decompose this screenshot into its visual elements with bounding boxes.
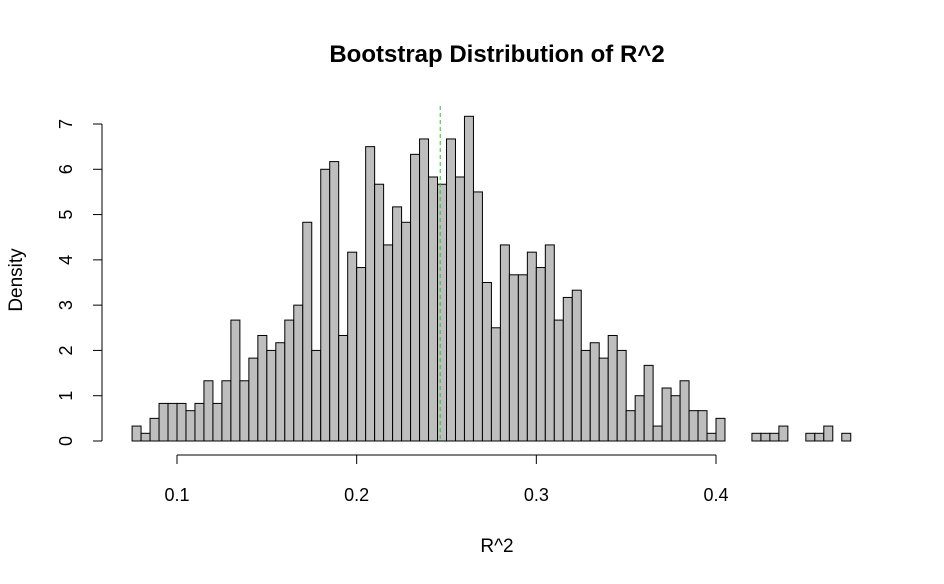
histogram-bar bbox=[571, 289, 582, 442]
histogram-bar bbox=[446, 138, 456, 442]
histogram-bar bbox=[158, 402, 169, 442]
y-axis: 0 1 2 3 4 5 6 7 bbox=[56, 119, 103, 446]
x-tick-label: 0.3 bbox=[524, 485, 549, 505]
histogram-bars bbox=[131, 115, 852, 442]
histogram-bar bbox=[805, 432, 816, 442]
y-tick-label: 0 bbox=[56, 436, 76, 446]
histogram-bar bbox=[320, 168, 331, 442]
histogram-bar bbox=[778, 425, 789, 442]
histogram-bar bbox=[131, 425, 142, 442]
histogram-bar bbox=[149, 417, 160, 442]
histogram-bar bbox=[517, 274, 528, 442]
histogram-bar bbox=[454, 176, 465, 442]
x-axis-label: R^2 bbox=[480, 536, 513, 557]
y-tick-label: 5 bbox=[56, 210, 76, 220]
histogram-bar bbox=[535, 267, 546, 442]
histogram-bar bbox=[760, 432, 771, 442]
histogram-bar bbox=[643, 364, 654, 442]
histogram-bar bbox=[607, 334, 618, 442]
histogram-bar bbox=[580, 349, 591, 442]
histogram-bar bbox=[751, 432, 762, 442]
histogram-bar bbox=[212, 402, 223, 442]
histogram-bar bbox=[589, 342, 600, 442]
histogram-bar bbox=[266, 349, 277, 442]
histogram-bar bbox=[688, 410, 699, 442]
histogram-bar bbox=[239, 380, 250, 442]
histogram-bar bbox=[365, 146, 376, 442]
histogram-bar bbox=[598, 357, 609, 442]
histogram-bar bbox=[616, 349, 627, 442]
histogram-bar bbox=[248, 357, 259, 442]
histogram-bar bbox=[490, 327, 501, 442]
histogram-bar bbox=[679, 380, 690, 442]
histogram-bar bbox=[194, 402, 205, 442]
histogram-bar bbox=[706, 432, 717, 442]
histogram-bar bbox=[562, 296, 573, 442]
x-axis: 0.1 0.2 0.3 0.4 bbox=[164, 454, 729, 505]
histogram-bar bbox=[715, 417, 726, 442]
histogram-bar bbox=[553, 319, 564, 442]
histogram-bar bbox=[383, 244, 394, 442]
histogram-bar bbox=[508, 274, 519, 442]
histogram-bar bbox=[401, 221, 412, 442]
y-tick-label: 1 bbox=[56, 391, 76, 401]
histogram-bar bbox=[167, 402, 178, 442]
histogram-bar bbox=[302, 221, 313, 442]
histogram-bar bbox=[347, 251, 358, 442]
histogram-bar bbox=[652, 425, 663, 442]
histogram-bar bbox=[293, 304, 304, 442]
histogram-bar bbox=[374, 183, 385, 442]
histogram-bar bbox=[634, 395, 645, 442]
histogram-bar bbox=[230, 319, 241, 442]
histogram-bar bbox=[275, 342, 286, 442]
histogram-bar bbox=[841, 432, 852, 442]
histogram-bar bbox=[410, 153, 421, 442]
histogram-bar bbox=[472, 191, 483, 442]
histogram-bar bbox=[257, 334, 268, 442]
histogram-bar bbox=[329, 161, 340, 442]
histogram-bar bbox=[428, 176, 439, 442]
histogram-bar bbox=[221, 380, 232, 442]
histogram-bar bbox=[140, 432, 151, 442]
histogram-bar bbox=[499, 244, 510, 442]
histogram-bar bbox=[176, 402, 187, 442]
histogram-bar bbox=[185, 410, 196, 442]
histogram-bar bbox=[463, 115, 474, 442]
x-tick-label: 0.1 bbox=[164, 485, 189, 505]
histogram-bar bbox=[481, 282, 492, 442]
histogram-bar bbox=[284, 319, 295, 442]
chart-title: Bootstrap Distribution of R^2 bbox=[329, 41, 664, 68]
y-axis-label: Density bbox=[6, 248, 27, 312]
histogram-bar bbox=[625, 410, 636, 442]
histogram-bar bbox=[661, 387, 672, 442]
y-tick-label: 6 bbox=[56, 164, 76, 174]
histogram-bar bbox=[203, 380, 214, 442]
y-tick-label: 2 bbox=[56, 345, 76, 355]
histogram-bar bbox=[526, 251, 537, 442]
histogram-bar bbox=[356, 267, 367, 442]
histogram-bar bbox=[823, 425, 834, 442]
histogram-bar bbox=[697, 410, 708, 442]
y-tick-label: 7 bbox=[56, 119, 76, 129]
histogram-bar bbox=[814, 432, 825, 442]
histogram-bar bbox=[437, 183, 447, 442]
histogram-bar bbox=[769, 432, 780, 442]
x-tick-label: 0.2 bbox=[344, 485, 369, 505]
histogram-bar bbox=[544, 244, 555, 442]
x-tick-label: 0.4 bbox=[703, 485, 728, 505]
y-tick-label: 4 bbox=[56, 255, 76, 265]
histogram-bar bbox=[311, 349, 322, 442]
y-tick-label: 3 bbox=[56, 300, 76, 310]
histogram-bar bbox=[338, 334, 349, 442]
histogram-bar bbox=[392, 206, 403, 442]
histogram-bar bbox=[670, 395, 681, 442]
histogram-bar bbox=[419, 138, 430, 442]
